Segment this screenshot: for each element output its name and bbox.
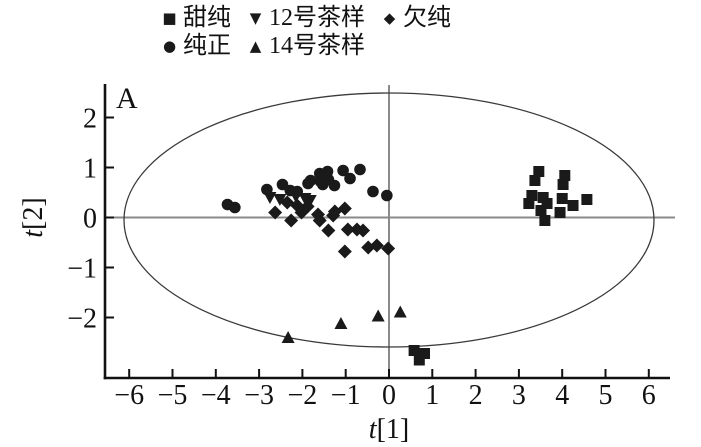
- x-tick-label: 5: [599, 380, 613, 411]
- x-tick-label: 1: [425, 380, 439, 411]
- square-point: [581, 194, 593, 205]
- square-point: [535, 205, 547, 216]
- legend-label-sample-12: 12号茶样: [269, 5, 365, 31]
- x-tick-label: 3: [512, 380, 526, 411]
- square-point: [526, 190, 538, 201]
- legend-item-pure: ● 纯正: [161, 34, 231, 58]
- x-tick-label: −1: [331, 380, 361, 411]
- diamond-point: [337, 201, 352, 216]
- triangle-down-marker-icon: ▼: [249, 8, 262, 27]
- triangle-down-point: [303, 195, 317, 207]
- x-tick-label: −3: [244, 380, 274, 411]
- triangle-up-point: [393, 305, 407, 318]
- square-point: [541, 198, 553, 209]
- legend-label-pure: 纯正: [183, 33, 231, 59]
- x-tick-label: 0: [382, 380, 396, 411]
- triangle-up-point: [334, 317, 348, 329]
- square-point: [537, 192, 549, 203]
- diamond-point: [284, 213, 299, 228]
- diamond-point: [337, 244, 352, 259]
- diamond-point: [340, 222, 355, 237]
- x-tick-label: 4: [555, 380, 569, 411]
- circle-point: [381, 189, 393, 202]
- square-point: [408, 345, 420, 356]
- diamond-point: [312, 213, 327, 228]
- x-axis-title: t[1]: [369, 414, 409, 445]
- diamond-point: [294, 205, 309, 220]
- circle-point: [304, 174, 317, 187]
- y-tick-label: −2: [67, 304, 97, 335]
- square-point: [556, 193, 568, 204]
- square-point: [523, 198, 535, 209]
- square-point: [567, 200, 579, 211]
- panel-label: A: [116, 82, 138, 115]
- x-tick-label: −2: [288, 380, 318, 411]
- diamond-point: [369, 238, 384, 253]
- y-tick-label: −1: [67, 254, 97, 285]
- x-tick-label: −4: [201, 380, 231, 411]
- triangle-up-point: [371, 309, 385, 322]
- circle-point: [316, 178, 329, 191]
- circle-marker-icon: ●: [162, 36, 177, 55]
- square-point: [419, 348, 431, 359]
- hotelling-ellipse: [123, 92, 655, 348]
- legend-label-sample-14: 14号茶样: [269, 33, 365, 59]
- x-tick-label: 2: [469, 380, 483, 411]
- circle-point: [328, 179, 341, 192]
- legend-label-less-pure: 欠纯: [403, 5, 451, 31]
- legend-row-1: ■ 甜纯 ▼ 12号茶样 ◆ 欠纯: [161, 4, 451, 32]
- circle-point: [229, 201, 241, 214]
- triangle-up-point: [281, 331, 295, 343]
- chart-legend: ■ 甜纯 ▼ 12号茶样 ◆ 欠纯 ● 纯正 ▲ 14号茶样: [161, 4, 451, 60]
- square-point: [559, 170, 571, 181]
- square-point: [413, 354, 425, 366]
- x-tick-label: −6: [114, 380, 144, 411]
- diamond-point: [321, 223, 336, 238]
- legend-item-sweet-pure: ■ 甜纯: [161, 6, 231, 30]
- circle-point: [337, 164, 349, 177]
- triangle-up-marker-icon: ▲: [249, 36, 262, 55]
- x-tick-label: −5: [158, 380, 188, 411]
- square-marker-icon: ■: [162, 8, 177, 27]
- legend-item-sample-12: ▼ 12号茶样: [247, 6, 365, 30]
- diamond-marker-icon: ◆: [383, 8, 396, 27]
- legend-label-sweet-pure: 甜纯: [183, 5, 231, 31]
- legend-item-less-pure: ◆ 欠纯: [381, 6, 451, 30]
- y-tick-label: 1: [83, 154, 97, 185]
- square-point: [533, 166, 545, 177]
- circle-point: [354, 163, 366, 176]
- diamond-point: [268, 205, 283, 220]
- triangle-down-point: [263, 192, 277, 204]
- circle-point: [367, 185, 379, 198]
- circle-point: [344, 172, 356, 185]
- square-point: [554, 207, 566, 218]
- legend-item-sample-14: ▲ 14号茶样: [247, 34, 365, 58]
- x-tick-label: 6: [642, 380, 656, 411]
- y-axis-title: t[2]: [18, 197, 49, 237]
- legend-row-2: ● 纯正 ▲ 14号茶样: [161, 32, 451, 60]
- diamond-point: [356, 223, 371, 238]
- y-tick-label: 0: [83, 204, 97, 235]
- diamond-point: [381, 241, 396, 256]
- square-point: [557, 179, 569, 190]
- square-point: [529, 175, 541, 186]
- triangle-down-point: [273, 194, 287, 206]
- y-tick-label: 2: [83, 104, 97, 135]
- square-point: [539, 215, 551, 226]
